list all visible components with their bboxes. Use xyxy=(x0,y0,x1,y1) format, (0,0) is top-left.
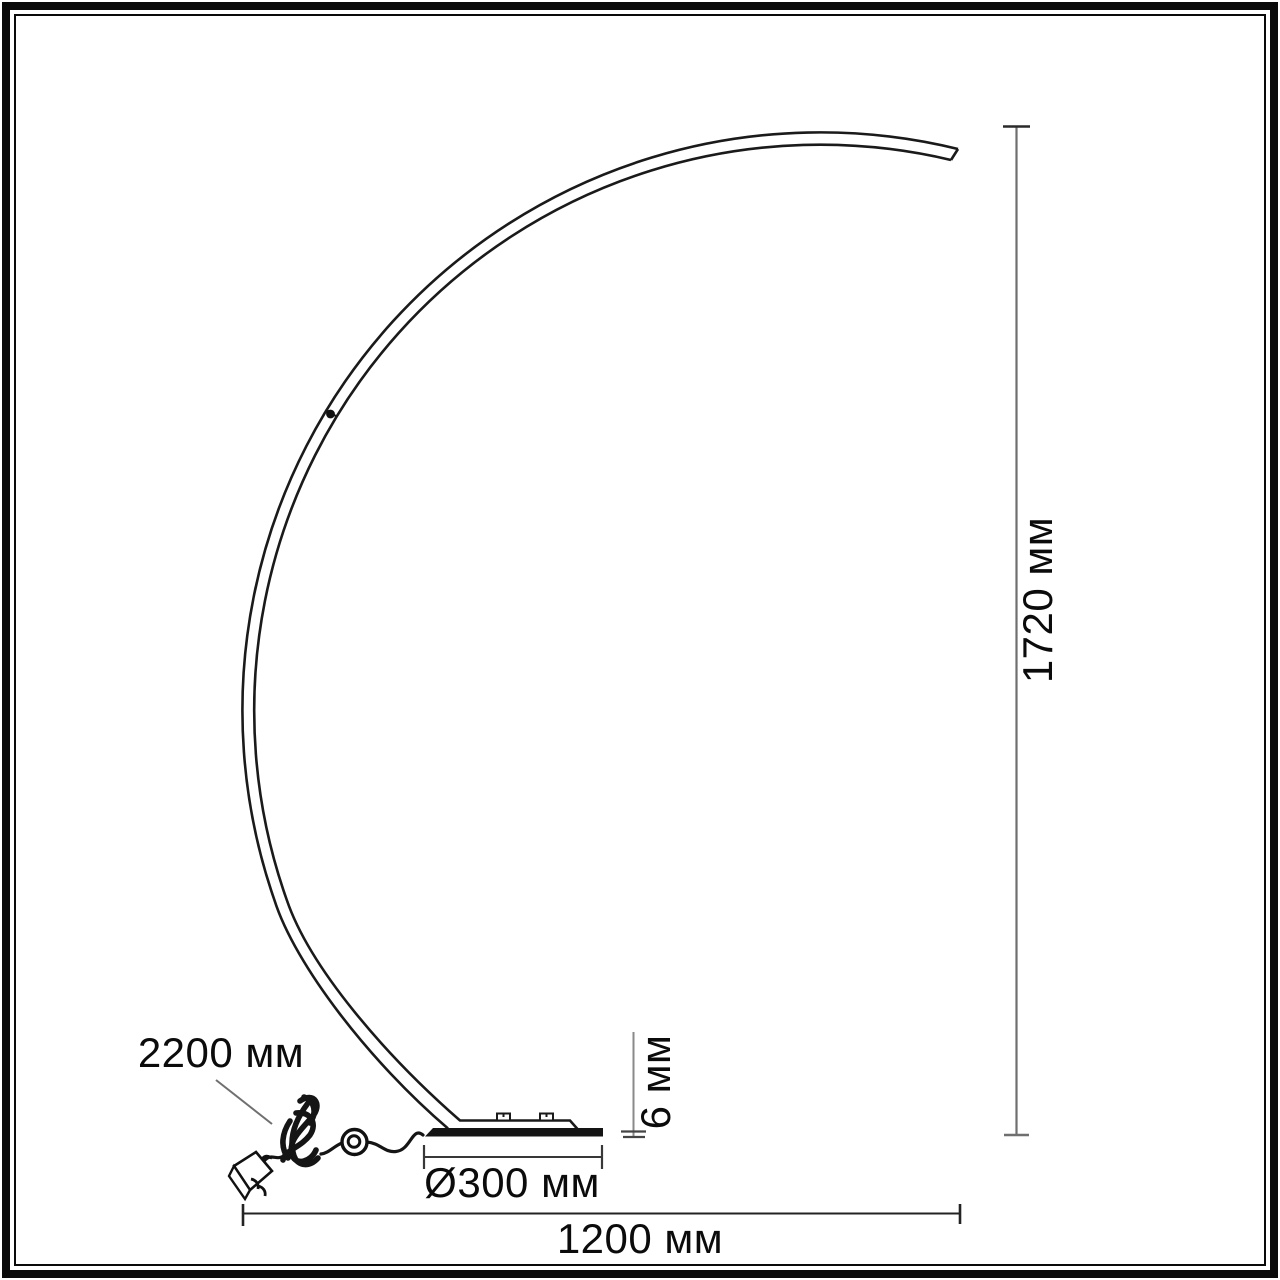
base-assembly xyxy=(425,1112,603,1137)
dimension-base-thickness xyxy=(621,1032,646,1139)
cord-base-to-switch xyxy=(365,1131,425,1154)
arc-tip-cap xyxy=(949,148,960,161)
lamp-arc-tube xyxy=(241,131,960,1130)
power-adapter xyxy=(227,1150,274,1202)
dim-label-base-diameter: Ø300 мм xyxy=(424,1159,600,1206)
mount-tab-notch xyxy=(502,1113,548,1117)
inner-frame xyxy=(14,14,1266,1266)
power-cord xyxy=(262,1094,425,1168)
arc-inner-edge xyxy=(252,143,952,1130)
dimension-base-diameter xyxy=(422,1145,604,1169)
coiled-cable-bundle xyxy=(280,1094,321,1168)
adapter-prong xyxy=(250,1177,260,1190)
arc-outer-edge xyxy=(241,131,959,1130)
adapter-prong xyxy=(257,1184,267,1197)
switch-button xyxy=(346,1134,362,1149)
dimension-height xyxy=(1003,125,1030,1137)
cord-switch-to-bundle xyxy=(319,1141,344,1156)
dim-label-cable-length: 2200 мм xyxy=(137,1029,305,1076)
adapter-side xyxy=(227,1163,252,1202)
adapter-cord-stub xyxy=(260,1154,273,1161)
tube-joint-screw xyxy=(326,409,335,419)
dimension-width xyxy=(241,1204,962,1226)
mount-tabs xyxy=(496,1112,554,1122)
dim-label-width: 1200 мм xyxy=(556,1215,724,1262)
inline-switch xyxy=(340,1127,369,1157)
base-plate xyxy=(425,1128,603,1137)
cable-length-leader-line xyxy=(215,1079,273,1125)
